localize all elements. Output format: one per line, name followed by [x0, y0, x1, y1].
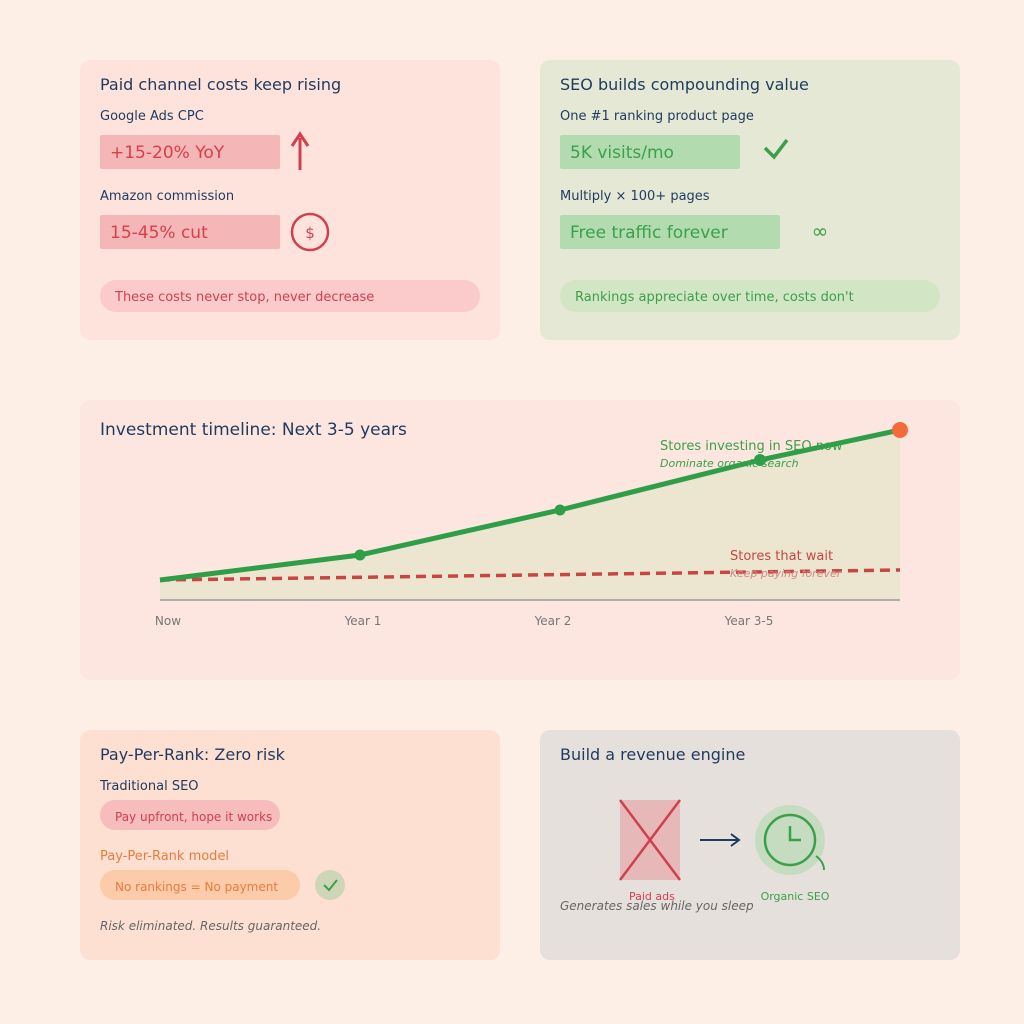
panel-title: Investment timeline: Next 3-5 years — [100, 420, 407, 440]
x-label: Year 2 — [534, 614, 572, 628]
pill — [560, 215, 780, 249]
note-pill — [100, 280, 480, 312]
panel-title: SEO builds compounding value — [560, 75, 809, 94]
note: These costs never stop, never decrease — [114, 290, 374, 305]
panel — [80, 730, 500, 960]
item-label: Google Ads CPC — [100, 109, 204, 124]
item-label: One #1 ranking product page — [560, 109, 754, 124]
point — [554, 504, 566, 516]
seo-panel: SEO builds compounding value One #1 rank… — [540, 60, 960, 340]
x-label: Now — [155, 614, 181, 628]
clock-arrow — [815, 855, 825, 871]
item-value: +15-20% YoY — [110, 143, 225, 163]
cross — [619, 799, 681, 881]
arrow — [700, 833, 741, 847]
note-pill — [560, 280, 940, 312]
pill — [100, 800, 280, 830]
line-label: Stores investing in SEO now — [660, 439, 843, 454]
check — [763, 138, 789, 160]
right-label: Organic SEO — [761, 890, 830, 903]
wait-line — [159, 568, 901, 582]
pill — [100, 135, 280, 169]
icon: $ — [305, 224, 315, 242]
pill-text: Pay upfront, hope it works — [115, 810, 272, 824]
item-label: Amazon commission — [100, 189, 234, 204]
item-label: Pay-Per-Rank model — [100, 849, 229, 864]
end-point — [892, 422, 908, 438]
line-sublabel: Dominate organic search — [660, 457, 799, 470]
x-label: Year 1 — [344, 614, 382, 628]
up-arrow — [290, 131, 310, 170]
footer: Generates sales while you sleep — [560, 899, 754, 913]
panel-title: Pay-Per-Rank: Zero risk — [100, 745, 286, 764]
item-label: Traditional SEO — [99, 779, 199, 794]
pill — [100, 215, 280, 249]
paid-panel: Paid channel costs keep rising Google Ad… — [80, 60, 500, 340]
x-label: Year 3-5 — [724, 614, 774, 628]
item-label: Multiply × 100+ pages — [560, 189, 710, 204]
check — [323, 879, 338, 892]
panel — [540, 730, 960, 960]
pill-text: No rankings = No payment — [115, 880, 278, 894]
timeline-panel: Investment timeline: Next 3-5 years Now … — [80, 400, 960, 680]
clock-hands — [788, 826, 801, 842]
engine-panel: Build a revenue engine Paid ads Organic … — [540, 730, 960, 960]
note: Rankings appreciate over time, costs don… — [575, 290, 854, 305]
pill — [560, 135, 740, 169]
pill — [100, 870, 300, 900]
line-sublabel: Keep paying forever — [730, 567, 843, 580]
left-label: Paid ads — [629, 890, 675, 903]
line-label: Stores that wait — [730, 549, 833, 564]
item-value: 5K visits/mo — [570, 143, 674, 163]
point — [354, 549, 366, 561]
icon-circle — [290, 212, 330, 252]
item-value: 15-45% cut — [110, 223, 208, 243]
panel-title: Build a revenue engine — [560, 745, 745, 764]
ppr-panel: Pay-Per-Rank: Zero risk Traditional SEO … — [80, 730, 500, 960]
clock — [763, 813, 817, 867]
panel-title: Paid channel costs keep rising — [100, 75, 341, 94]
icon: ∞ — [812, 219, 829, 243]
panel — [80, 60, 500, 340]
check-circle — [315, 870, 345, 900]
footer: Risk eliminated. Results guaranteed. — [100, 919, 321, 933]
point — [754, 454, 766, 466]
panel — [540, 60, 960, 340]
item-value: Free traffic forever — [570, 223, 728, 243]
